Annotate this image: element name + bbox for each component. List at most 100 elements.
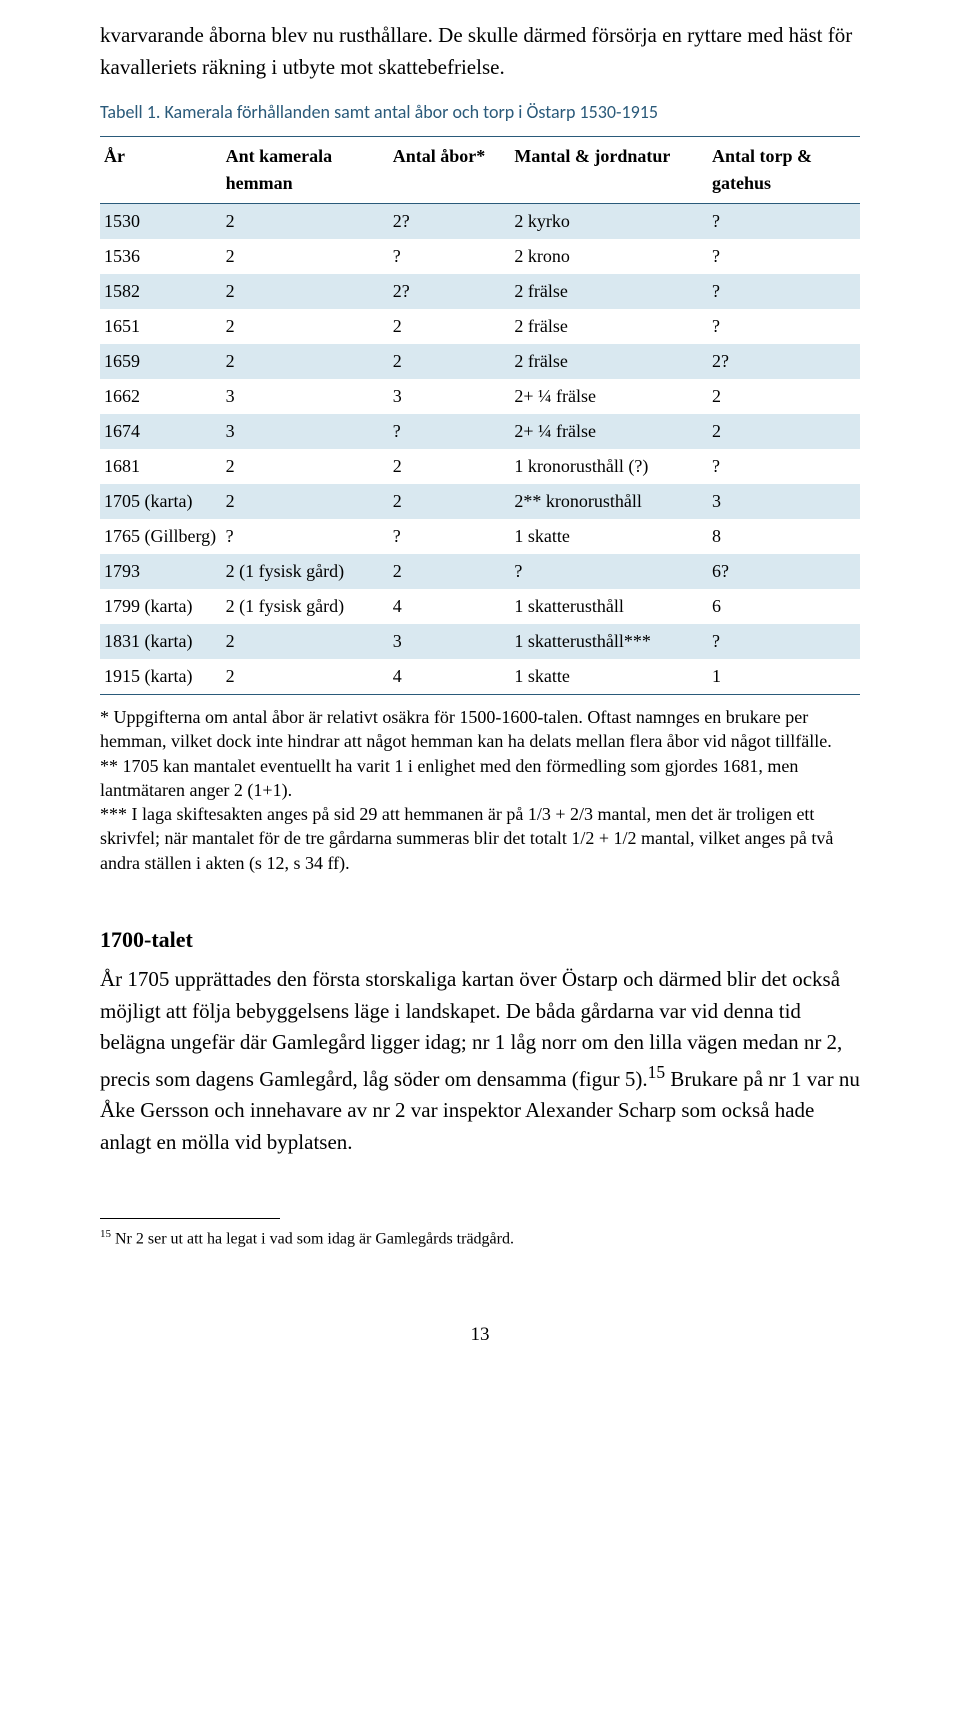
table-cell: 2 (389, 309, 511, 344)
table-cell: ? (389, 239, 511, 274)
table-row: 1681221 kronorusthåll (?)? (100, 449, 860, 484)
table-cell: 1799 (karta) (100, 589, 222, 624)
table-cell: 4 (389, 589, 511, 624)
footnote-1: * Uppgifterna om antal åbor är relativt … (100, 705, 860, 754)
col-header-ar: År (100, 137, 222, 204)
page-number: 13 (100, 1321, 860, 1350)
table-cell: 2 (222, 344, 389, 379)
table-cell: 1915 (karta) (100, 659, 222, 695)
table-cell: 2? (708, 344, 860, 379)
table-row: 1765 (Gillberg)??1 skatte8 (100, 519, 860, 554)
table-cell: 2+ ¼ frälse (510, 414, 708, 449)
col-header-abor: Antal åbor* (389, 137, 511, 204)
col-header-mantal: Mantal & jordnatur (510, 137, 708, 204)
table-cell: 2+ ¼ frälse (510, 379, 708, 414)
table-cell: 2** kronorusthåll (510, 484, 708, 519)
table-cell: 2 (222, 449, 389, 484)
table-cell: 2 (708, 414, 860, 449)
table-cell: 2 frälse (510, 344, 708, 379)
table-cell: ? (708, 204, 860, 240)
body-paragraph: År 1705 upprättades den första storskali… (100, 964, 860, 1158)
table-cell: 2 (389, 344, 511, 379)
table-cell: 1 skatte (510, 519, 708, 554)
table-row: 1799 (karta)2 (1 fysisk gård)41 skatteru… (100, 589, 860, 624)
table-cell: 1536 (100, 239, 222, 274)
table-cell: 6 (708, 589, 860, 624)
table-cell: 2 (389, 449, 511, 484)
table-cell: 3 (389, 624, 511, 659)
table-cell: 2 (222, 204, 389, 240)
table-cell: 4 (389, 659, 511, 695)
table-cell: 2 frälse (510, 309, 708, 344)
intro-paragraph: kvarvarande åborna blev nu rusthållare. … (100, 20, 860, 83)
section-heading: 1700-talet (100, 923, 860, 956)
table-cell: ? (708, 239, 860, 274)
footnote-3: *** I laga skiftesakten anges på sid 29 … (100, 802, 860, 875)
footnote-ref-15: 15 (648, 1062, 666, 1082)
table-cell: 1 (708, 659, 860, 695)
table-cell: 1831 (karta) (100, 624, 222, 659)
table-cell: 2 kyrko (510, 204, 708, 240)
table-cell: 8 (708, 519, 860, 554)
table-cell: 1 skatte (510, 659, 708, 695)
table-footnotes: * Uppgifterna om antal åbor är relativt … (100, 705, 860, 875)
table-cell: ? (389, 414, 511, 449)
table-cell: 1582 (100, 274, 222, 309)
table-row: 1651222 frälse? (100, 309, 860, 344)
table-cell: 1674 (100, 414, 222, 449)
table-row: 15362?2 krono? (100, 239, 860, 274)
table-cell: 2 krono (510, 239, 708, 274)
table-row: 1831 (karta)231 skatterusthåll***? (100, 624, 860, 659)
endnote-number: 15 (100, 1228, 111, 1240)
table-header-row: År Ant kamerala hemman Antal åbor* Manta… (100, 137, 860, 204)
table-row: 1662332+ ¼ frälse2 (100, 379, 860, 414)
footnote-2: ** 1705 kan mantalet eventuellt ha varit… (100, 754, 860, 803)
table-cell: 3 (389, 379, 511, 414)
table-row: 1915 (karta)241 skatte1 (100, 659, 860, 695)
table-cell: 1793 (100, 554, 222, 589)
data-table: År Ant kamerala hemman Antal åbor* Manta… (100, 136, 860, 695)
table-cell: 2? (389, 204, 511, 240)
table-cell: 1681 (100, 449, 222, 484)
table-row: 1659222 frälse2? (100, 344, 860, 379)
footnote-separator (100, 1218, 280, 1219)
table-cell: 2 (222, 274, 389, 309)
table-cell: 2 frälse (510, 274, 708, 309)
table-cell: 1705 (karta) (100, 484, 222, 519)
table-row: 17932 (1 fysisk gård)2?6? (100, 554, 860, 589)
table-caption: Tabell 1. Kamerala förhållanden samt ant… (100, 99, 860, 126)
table-cell: 2 (222, 484, 389, 519)
col-header-hemman: Ant kamerala hemman (222, 137, 389, 204)
table-cell: 2 (389, 554, 511, 589)
table-cell: 2 (389, 484, 511, 519)
table-row: 153022?2 kyrko? (100, 204, 860, 240)
table-row: 16743?2+ ¼ frälse2 (100, 414, 860, 449)
table-cell: 6? (708, 554, 860, 589)
table-cell: ? (389, 519, 511, 554)
table-cell: 2 (222, 239, 389, 274)
table-cell: 2? (389, 274, 511, 309)
table-cell: 1 skatterusthåll*** (510, 624, 708, 659)
table-cell: 3 (222, 379, 389, 414)
col-header-torp: Antal torp & gatehus (708, 137, 860, 204)
table-cell: 2 (1 fysisk gård) (222, 554, 389, 589)
endnote-text: Nr 2 ser ut att ha legat i vad som idag … (111, 1230, 514, 1247)
table-cell: 2 (222, 309, 389, 344)
table-cell: 1659 (100, 344, 222, 379)
table-cell: 2 (708, 379, 860, 414)
table-cell: 1765 (Gillberg) (100, 519, 222, 554)
table-cell: 1 kronorusthåll (?) (510, 449, 708, 484)
table-row: 1705 (karta)222** kronorusthåll3 (100, 484, 860, 519)
table-cell: ? (510, 554, 708, 589)
table-cell: ? (708, 309, 860, 344)
table-cell: ? (222, 519, 389, 554)
table-row: 158222?2 frälse? (100, 274, 860, 309)
endnote-15: 15 Nr 2 ser ut att ha legat i vad som id… (100, 1227, 860, 1251)
table-cell: ? (708, 274, 860, 309)
table-cell: 3 (708, 484, 860, 519)
table-cell: 2 (1 fysisk gård) (222, 589, 389, 624)
table-cell: 1662 (100, 379, 222, 414)
table-cell: 2 (222, 659, 389, 695)
table-cell: 2 (222, 624, 389, 659)
table-cell: 1530 (100, 204, 222, 240)
